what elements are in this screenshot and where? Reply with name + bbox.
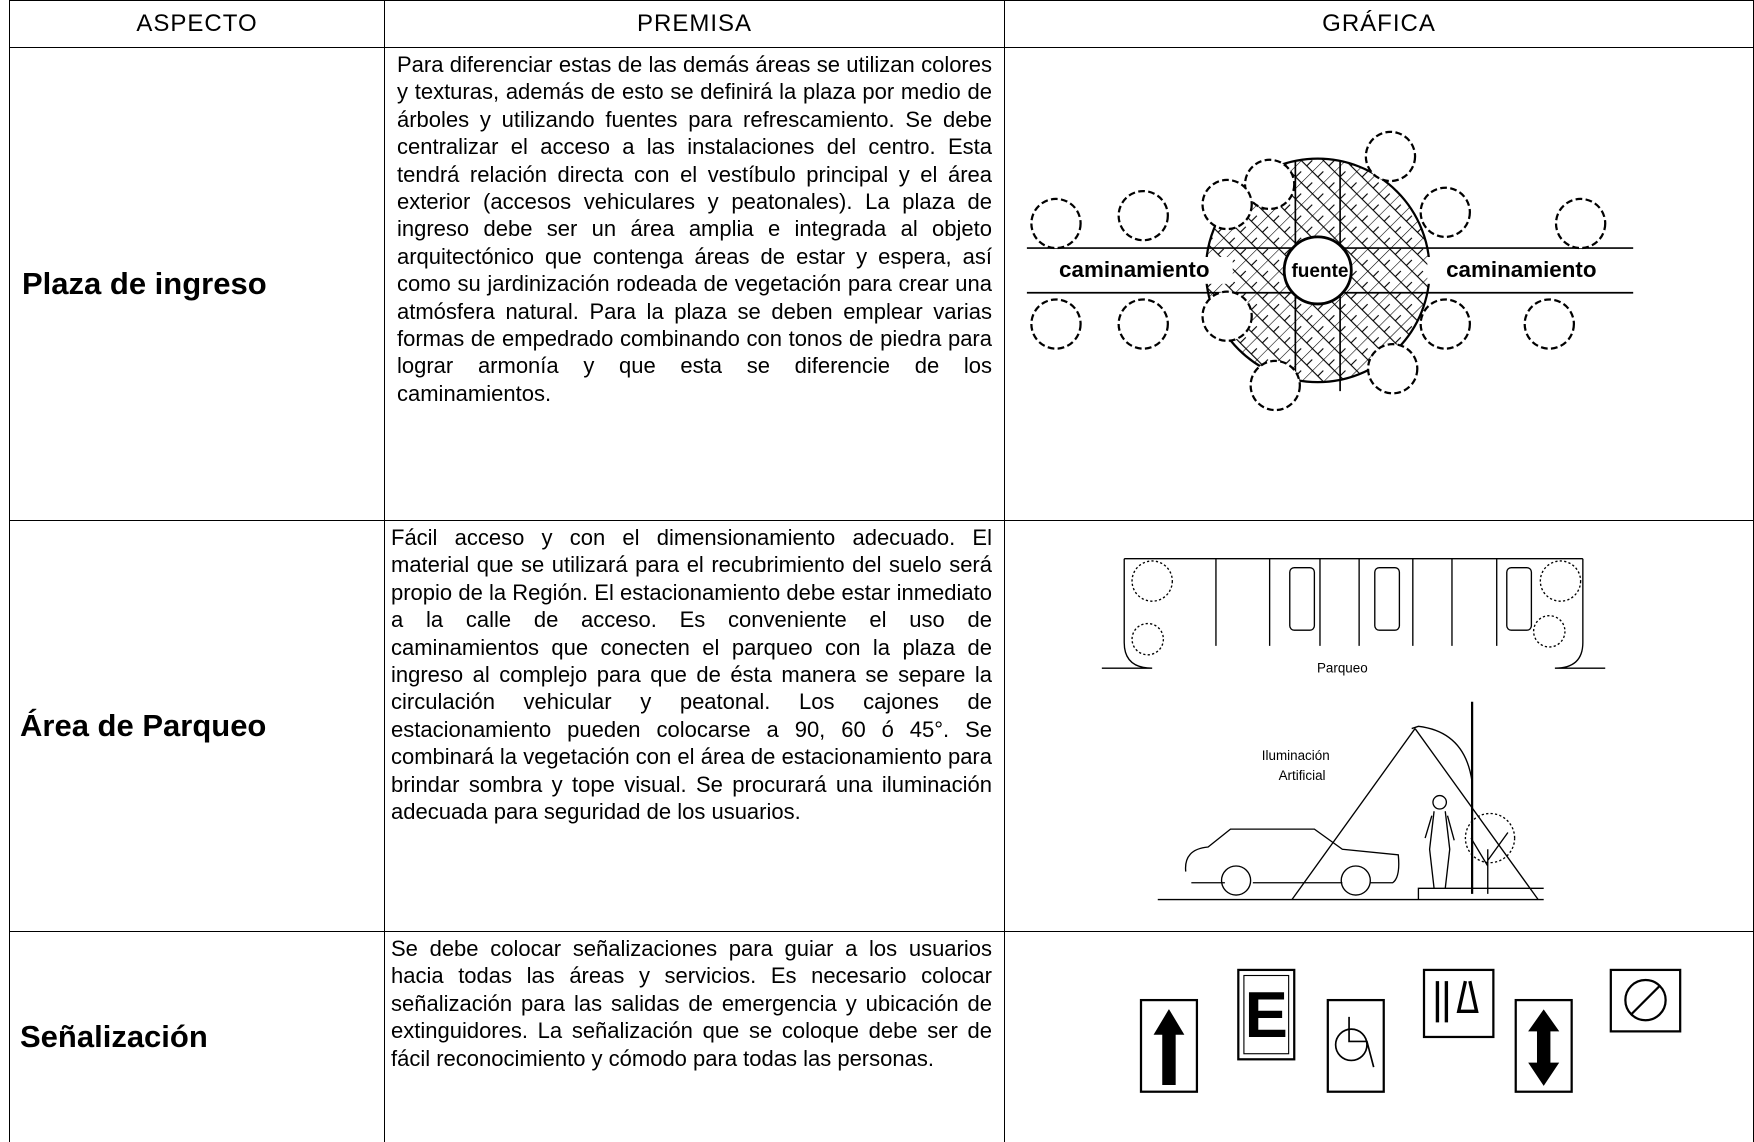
graphic-label: E: [1245, 978, 1288, 1051]
premise: Se debe colocar señalizaciones para guia…: [384, 931, 1004, 1142]
aspect: Plaza de ingreso: [9, 47, 384, 520]
header-cell: PREMISA: [384, 0, 1004, 47]
header-cell: GRÁFICA: [1004, 0, 1754, 47]
plaza-drawing: [1026, 130, 1634, 412]
header-cell: ASPECTO: [9, 0, 384, 47]
aspect: Señalización: [9, 931, 384, 1142]
signs-drawing: [1139, 968, 1682, 1093]
graphic-label: fuente: [1291, 261, 1348, 282]
graphic-label: Artificial: [1279, 768, 1326, 783]
premise: Fácil acceso y con el dimensionamiento a…: [384, 520, 1004, 931]
graphic-label: Parqueo: [1317, 661, 1368, 676]
parking-drawing: [1101, 558, 1606, 901]
aspect: Área de Parqueo: [9, 520, 384, 931]
graphic-label: Iluminación: [1262, 748, 1330, 763]
graphic-label: caminamiento: [1446, 257, 1596, 282]
graphic-label: caminamiento: [1059, 257, 1209, 282]
premise: Para diferenciar estas de las demás área…: [384, 47, 1004, 520]
